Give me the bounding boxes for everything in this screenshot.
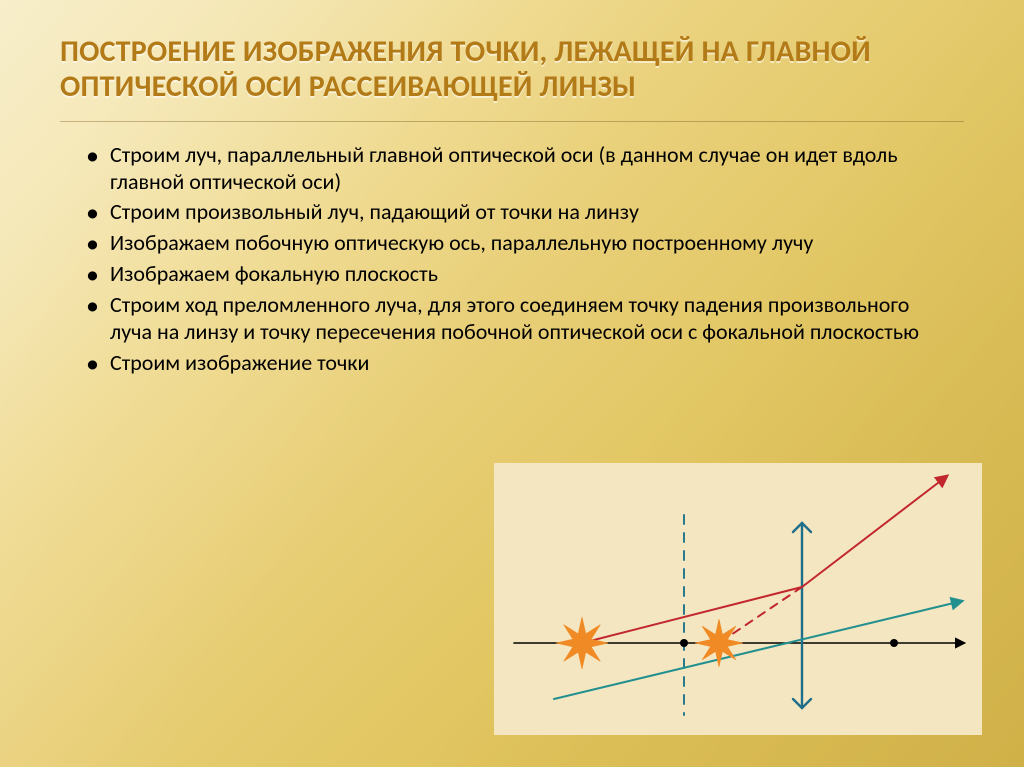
list-item-text: Изображаем фокальную плоскость [110,260,438,287]
source-star-icon [556,617,608,669]
list-item: Строим изображение точки [82,350,952,377]
list-item-text: Изображаем побочную оптическую ось, пара… [110,229,813,256]
list-item: Строим луч, параллельный главной оптичес… [82,142,952,196]
list-item-text: Строим произвольный луч, падающий от точ… [110,198,639,225]
list-item-text: Строим изображение точки [110,349,369,376]
list-item: Изображаем побочную оптическую ось, пара… [82,230,952,257]
optics-diagram [494,463,982,735]
title-text: ПОСТРОЕНИЕ ИЗОБРАЖЕНИЯ ТОЧКИ, ЛЕЖАЩЕЙ НА… [60,33,871,105]
slide-title: ПОСТРОЕНИЕ ИЗОБРАЖЕНИЯ ТОЧКИ, ЛЕЖАЩЕЙ НА… [60,34,964,122]
list-item-text: Строим ход преломленного луча, для этого… [110,291,919,345]
image-star-icon [695,619,743,667]
refracted-ray [802,476,947,587]
list-item: Строим ход преломленного луча, для этого… [82,292,952,346]
virtual-ray-extension [719,587,802,643]
list-item-text: Строим луч, параллельный главной оптичес… [110,141,898,195]
list-item: Строим произвольный луч, падающий от точ… [82,199,952,226]
bullet-list: Строим луч, параллельный главной оптичес… [82,142,952,377]
list-item: Изображаем фокальную плоскость [82,261,952,288]
focus-right-dot [890,639,898,647]
focus-left-dot [680,639,688,647]
arbitrary-ray [582,587,802,643]
